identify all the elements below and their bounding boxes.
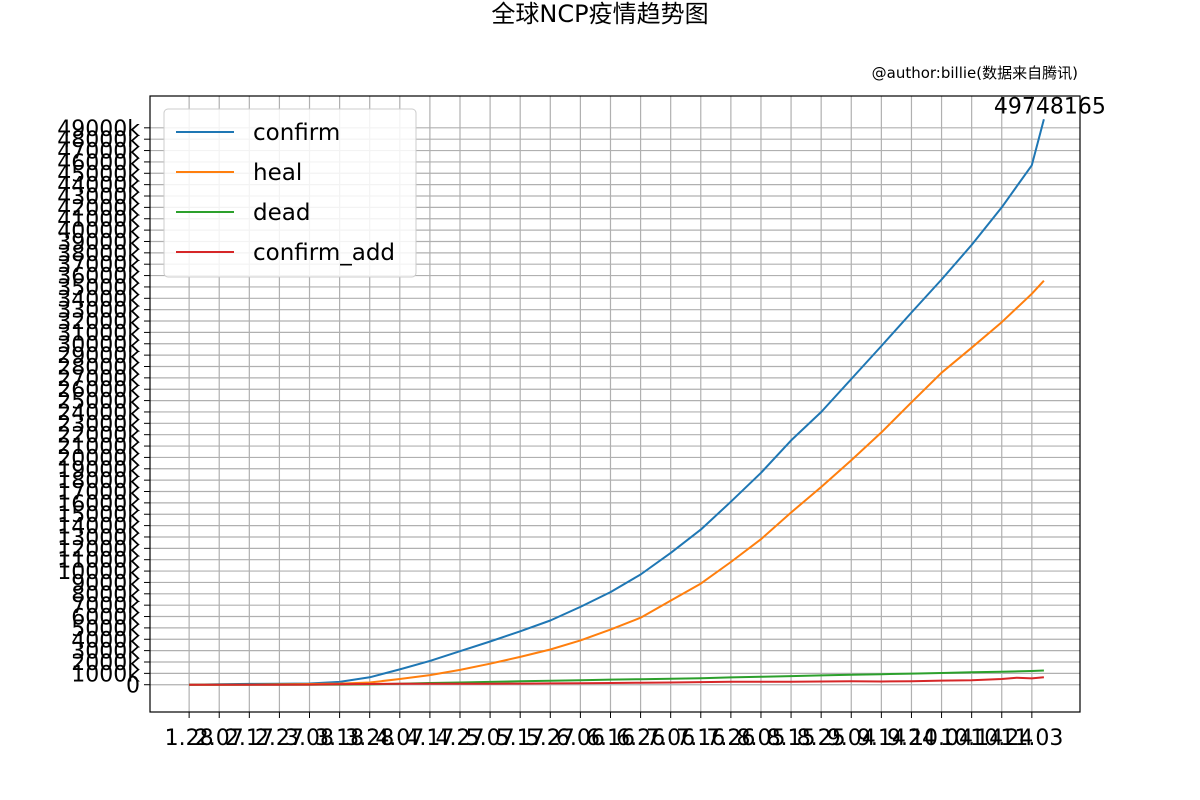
y-tick-label: 5000k [71,617,140,642]
y-tick-label: 9000k [71,571,140,596]
x-tick-label: 9.04 [827,726,876,751]
y-tick-label: 15000k [57,503,140,528]
y-tick-label: 12000k [57,537,140,562]
y-tick-label: 48000k [57,128,140,153]
y-tick-label: 23000k [57,412,140,437]
plot-frame [149,95,1081,713]
y-tick-label: 45000k [57,162,140,187]
x-tick-label: 4.17 [405,726,454,751]
x-tick-label: 6.26 [616,726,665,751]
y-tick-label: 30000k [57,333,140,358]
x-tick-label: 8.05 [736,726,785,751]
x-tick-label: 5.07 [466,726,515,751]
y-tick-label: 49000k [57,117,140,142]
x-tick-label: 8.25 [797,726,846,751]
y-tick-label: 34000k [57,287,140,312]
y-tick-label: 39000k [57,230,140,255]
x-tick-label: 2.17 [225,726,274,751]
chart-subtitle: @author:billie(数据来自腾讯) [872,64,1078,82]
y-tick-label: 11000k [57,549,140,574]
y-tick-label: 42000k [57,196,140,221]
x-axis: 1.282.072.172.273.083.183.284.074.174.27… [165,712,1063,751]
x-tick-label: 5.17 [496,726,545,751]
x-tick-label: 8.15 [767,726,816,751]
y-tick-label: 47000k [57,140,140,165]
y-tick-label: 22000k [57,424,140,449]
x-tick-label: 3.28 [345,726,394,751]
y-tick-label: 28000k [57,355,140,380]
legend-label-heal: heal [253,160,302,186]
y-tick-label: 16000k [57,492,140,517]
y-tick-label: 40000k [57,219,140,244]
chart-title: 全球NCP疫情趋势图 [491,0,708,28]
y-tick-label: 17000k [57,481,140,506]
x-tick-label: 6.06 [556,726,605,751]
x-tick-label: 10.14 [940,726,1003,751]
y-tick-label: 6000k [71,606,140,631]
x-tick-label: 7.06 [646,726,695,751]
y-tick-label: 1000k [71,662,140,687]
legend: confirm heal dead confirm_add [163,108,417,278]
legend-label-dead: dead [253,200,310,226]
y-tick-label: 26000k [57,378,140,403]
x-tick-label: 9.14 [857,726,906,751]
y-tick-label: 8000k [71,583,140,608]
x-tick-label: 4.27 [436,726,485,751]
x-tick-label: 1.28 [165,726,214,751]
x-tick-label: 11.03 [1000,726,1063,751]
x-tick-label: 3.18 [315,726,364,751]
y-tick-label: 2000k [71,651,140,676]
series-line-confirm [189,119,1045,686]
x-tick-label: 4.07 [375,726,424,751]
y-tick-label: 38000k [57,242,140,267]
y-tick-label: 32000k [57,310,140,335]
y-tick-label: 27000k [57,367,140,392]
y-tick-label: 33000k [57,299,140,324]
y-tick-label: 43000k [57,185,140,210]
x-tick-label: 10.24 [970,726,1033,751]
y-tick-label: 18000k [57,469,140,494]
series-line-heal [189,280,1045,686]
legend-label-confirm-add: confirm_add [253,240,395,266]
y-tick-label: 14000k [57,515,140,540]
series-layer [189,119,1045,686]
y-tick-label: 46000k [57,151,140,176]
y-tick-label: 20000k [57,446,140,471]
x-tick-label: 3.08 [285,726,334,751]
legend-box [163,108,417,278]
x-tick-label: 10.04 [910,726,973,751]
y-tick-label: 37000k [57,253,140,278]
y-tick-label: 36000k [57,265,140,290]
legend-label-confirm: confirm [253,120,340,146]
x-tick-label: 7.26 [706,726,755,751]
y-tick-label: 3000k [71,640,140,665]
y-tick-label: 7000k [71,594,140,619]
y-tick-label: 21000k [57,435,140,460]
y-tick-label: 4000k [71,628,140,653]
end-value-annotation: 49748165 [994,94,1106,119]
series-line-confirm-add [189,676,1044,686]
y-tick-label: 13000k [57,526,140,551]
y-tick-label: 25000k [57,390,140,415]
x-tick-label: 7.16 [676,726,725,751]
y-tick-label: 35000k [57,276,140,301]
y-tick-label: 0 [126,674,140,699]
y-tick-label: 24000k [57,401,140,426]
y-tick-label: 19000k [57,458,140,483]
y-tick-label: 41000k [57,208,140,233]
x-tick-label: 2.07 [195,726,244,751]
x-tick-label: 2.27 [255,726,304,751]
x-tick-label: 9.24 [887,726,936,751]
x-tick-label: 6.16 [586,726,635,751]
y-tick-label: 29000k [57,344,140,369]
y-tick-label: 10000k [57,560,140,585]
y-axis: 01000k2000k3000k4000k5000k6000k7000k8000… [57,117,150,699]
y-tick-label: 31000k [57,321,140,346]
x-tick-label: 5.27 [526,726,575,751]
y-tick-label: 44000k [57,174,140,199]
